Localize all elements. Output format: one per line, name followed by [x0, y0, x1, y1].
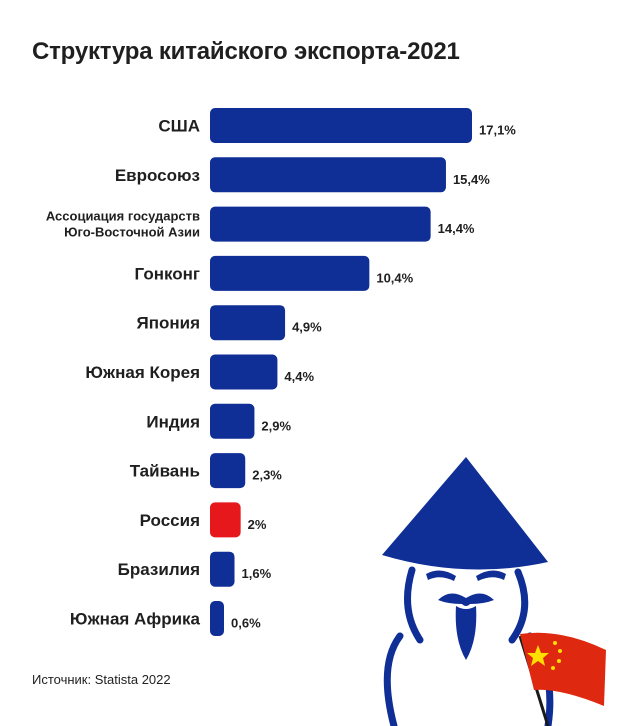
eyebrows	[426, 570, 506, 581]
bar-9	[210, 551, 235, 587]
china-flag-icon	[518, 632, 606, 726]
category-label: Бразилия	[118, 560, 200, 579]
category-label: Ассоциация государств Юго-Восточной Азии	[46, 209, 200, 240]
chinese-man-illustration	[382, 457, 606, 726]
value-label: 10,4%	[376, 270, 413, 285]
bar-8	[210, 502, 241, 538]
bar-2	[210, 206, 431, 242]
category-label: Россия	[140, 511, 200, 530]
value-label: 1,6%	[242, 566, 272, 581]
conical-hat-icon	[382, 457, 548, 570]
value-label: 14,4%	[438, 221, 475, 236]
category-label: Гонконг	[135, 264, 200, 283]
beard	[438, 593, 494, 660]
category-label: США	[158, 117, 200, 136]
value-label: 17,1%	[479, 123, 516, 138]
value-label: 4,9%	[292, 320, 322, 335]
category-label: Япония	[136, 314, 200, 333]
category-label: Южная Африка	[70, 610, 201, 629]
value-label: 2,3%	[252, 468, 282, 483]
bar-10	[210, 601, 224, 636]
value-label: 0,6%	[231, 616, 261, 631]
source-note: Источник: Statista 2022	[32, 672, 171, 687]
bar-4	[210, 305, 286, 341]
bar-3	[210, 255, 370, 291]
value-label: 2,9%	[261, 418, 291, 433]
chart-title: Структура китайского экспорта-2021	[32, 38, 460, 65]
category-label: Евросоюз	[115, 166, 200, 185]
category-label: Южная Корея	[85, 363, 200, 382]
category-label: Тайвань	[130, 462, 200, 481]
bar-6	[210, 403, 255, 439]
value-label: 4,4%	[284, 369, 314, 384]
bar-1	[210, 157, 446, 193]
bar-7	[210, 453, 246, 489]
value-label: 15,4%	[453, 172, 490, 187]
bar-0	[210, 108, 472, 143]
bar-5	[210, 354, 278, 390]
value-label: 2%	[248, 517, 267, 532]
category-label: Индия	[146, 412, 200, 431]
